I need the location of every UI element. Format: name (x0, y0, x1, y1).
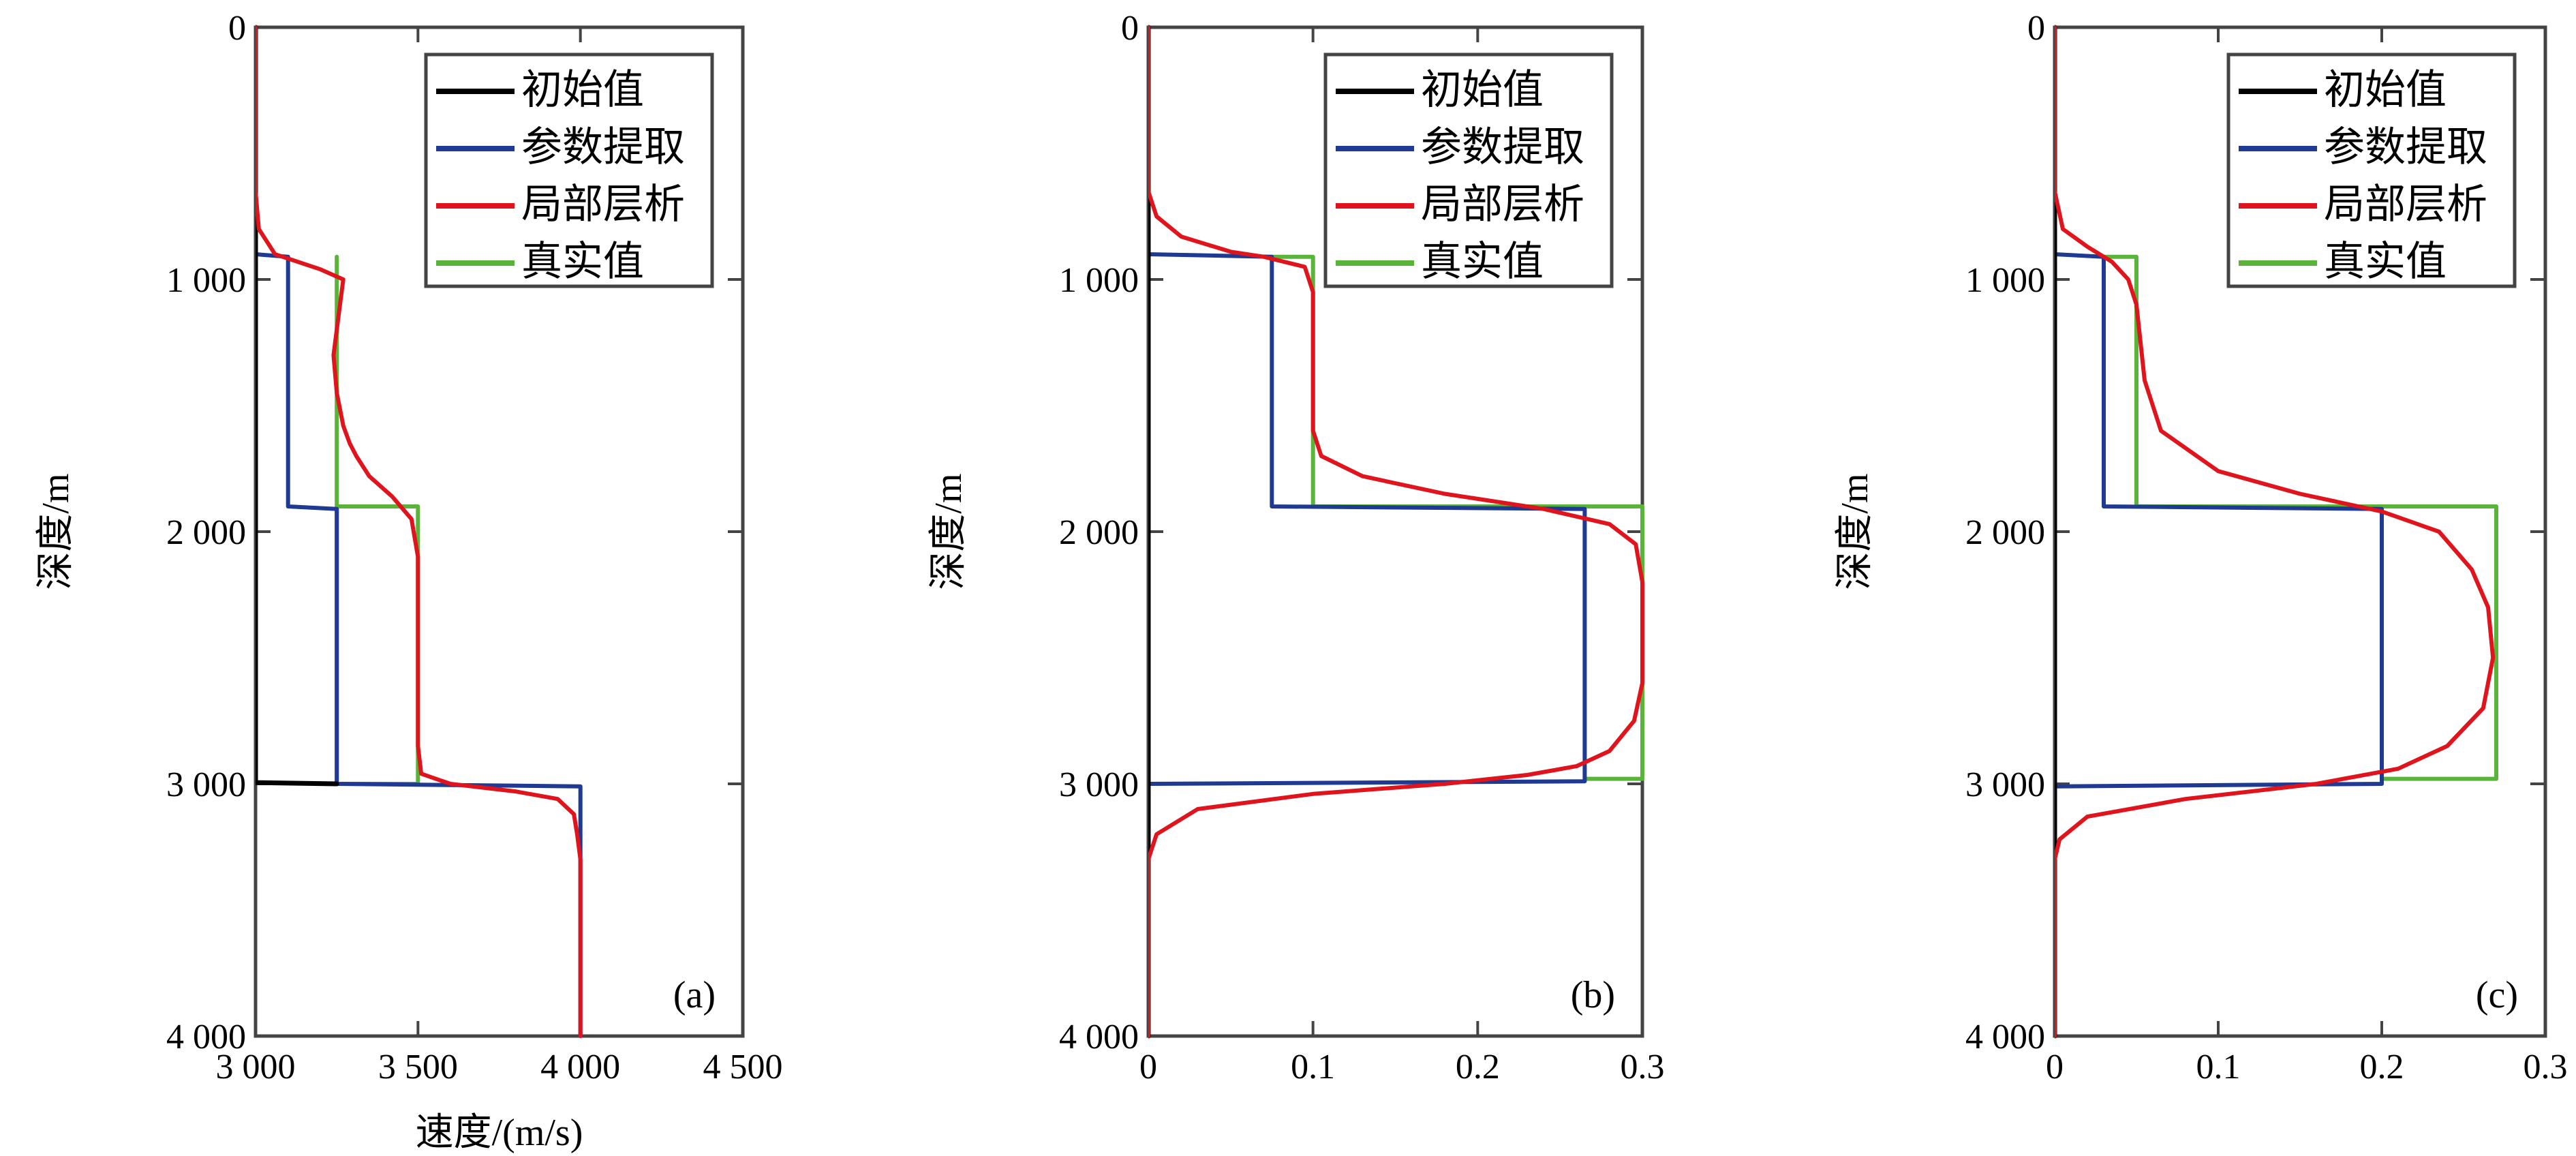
y-tick-label: 0 (1121, 9, 1139, 48)
x-tick-label: 0.3 (2524, 1048, 2568, 1086)
y-tick-label: 2 000 (166, 513, 246, 552)
legend-label-tomography: 局部层析 (521, 182, 685, 227)
series-line-extracted (256, 25, 583, 1038)
series-line-tomography (2055, 25, 2496, 1038)
x-tick-label: 0.2 (2360, 1048, 2404, 1086)
y-tick-label: 1 000 (1059, 261, 1139, 300)
y-tick-label: 3 000 (166, 765, 246, 804)
y-tick-label: 0 (228, 9, 246, 48)
series-line-true (335, 254, 420, 786)
x-tick-label: 0.1 (2196, 1048, 2241, 1086)
legend-label-initial: 初始值 (2324, 67, 2447, 112)
y-tick-label: 0 (2027, 9, 2045, 48)
y-tick-label: 3 000 (1059, 765, 1139, 804)
panel-label: (c) (2476, 974, 2518, 1016)
legend-label-extracted: 参数提取 (1421, 125, 1584, 170)
legend-label-tomography: 局部层析 (2324, 182, 2487, 227)
y-tick-label: 2 000 (1059, 513, 1139, 552)
series-line-tomography (256, 25, 583, 1038)
series-line-true (2102, 254, 2498, 781)
legend-label-tomography: 局部层析 (1421, 182, 1584, 227)
series-line-initial (256, 25, 339, 787)
x-tick-label: 4 000 (540, 1048, 620, 1086)
series-line-extracted (1148, 25, 1587, 1038)
x-tick-label: 0.1 (1291, 1048, 1335, 1086)
legend-label-true: 真实值 (521, 239, 644, 284)
panel-label: (a) (673, 974, 716, 1016)
x-tick-label: 3 000 (216, 1048, 296, 1086)
x-tick-label: 4 500 (703, 1048, 783, 1086)
y-axis-label: 深度/m (1834, 473, 1876, 590)
x-tick-label: 3 500 (378, 1048, 458, 1086)
legend-label-initial: 初始值 (521, 67, 644, 112)
series-line-tomography (1148, 25, 1644, 1038)
panel-c: 0 0.1 0.2 0.3 0 1 000 2 000 3 000 4 000 深度/m 初始值参数… (1834, 9, 2568, 1086)
y-axis-label: 深度/m (927, 473, 970, 590)
y-tick-label: 1 000 (166, 261, 246, 300)
legend-label-extracted: 参数提取 (2324, 125, 2487, 170)
y-tick-label: 4 000 (166, 1018, 246, 1056)
y-tick-label: 3 000 (1965, 765, 2045, 804)
x-tick-label: 0.3 (1621, 1048, 1665, 1086)
y-tick-label: 4 000 (1059, 1018, 1139, 1056)
panel-b: 0 0.1 0.2 0.3 0 1 000 2 000 3 000 4 000 深度/m 初始值参数… (927, 9, 1665, 1086)
legend-label-true: 真实值 (2324, 239, 2447, 284)
y-tick-label: 4 000 (1965, 1018, 2045, 1056)
y-tick-label: 2 000 (1965, 513, 2045, 552)
x-tick-label: 0 (1139, 1048, 1157, 1086)
legend-label-initial: 初始值 (1421, 67, 1544, 112)
panel-label: (b) (1571, 974, 1615, 1016)
x-axis-label: 速度/(m/s) (416, 1112, 583, 1154)
y-tick-label: 1 000 (1965, 261, 2045, 300)
x-tick-label: 0 (2046, 1048, 2064, 1086)
legend-label-extracted: 参数提取 (521, 125, 685, 170)
x-tick-label: 0.2 (1456, 1048, 1500, 1086)
series-line-extracted (2055, 25, 2384, 1038)
y-axis-label: 深度/m (35, 473, 77, 590)
legend-label-true: 真实值 (1421, 239, 1544, 284)
